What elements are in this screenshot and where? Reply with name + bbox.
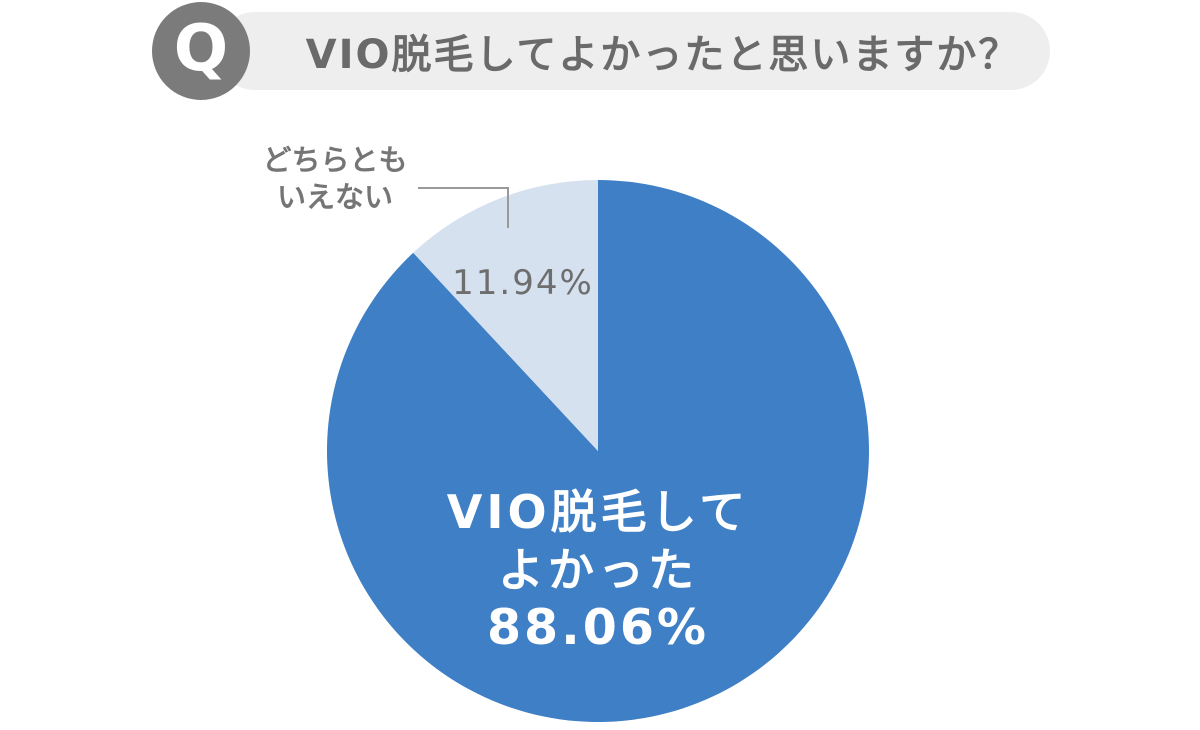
question-text: VIO脱毛してよかったと思いますか？ <box>305 32 1021 78</box>
major-slice-label: VIO脱毛して よかった 88.06% <box>447 483 749 657</box>
q-badge: Q <box>152 2 250 100</box>
callout-leader-line <box>418 187 509 228</box>
minor-slice-percent: 11.94% <box>452 263 594 303</box>
q-badge-letter: Q <box>173 12 229 86</box>
major-slice-percent: 88.06% <box>486 599 710 656</box>
question-pill: VIO脱毛してよかったと思いますか？ <box>216 12 1050 90</box>
callout-label-line1: どちらとも <box>262 143 408 177</box>
callout-label: どちらとも いえない <box>262 142 407 216</box>
pie-slice-1 <box>326 180 869 722</box>
major-slice-label-line2: よかった <box>497 543 698 597</box>
pie-slices-group <box>326 180 869 722</box>
callout-label-line2: いえない <box>276 180 394 214</box>
major-slice-label-line1: VIO脱毛して <box>446 485 750 539</box>
pie-slice-2 <box>413 180 598 451</box>
